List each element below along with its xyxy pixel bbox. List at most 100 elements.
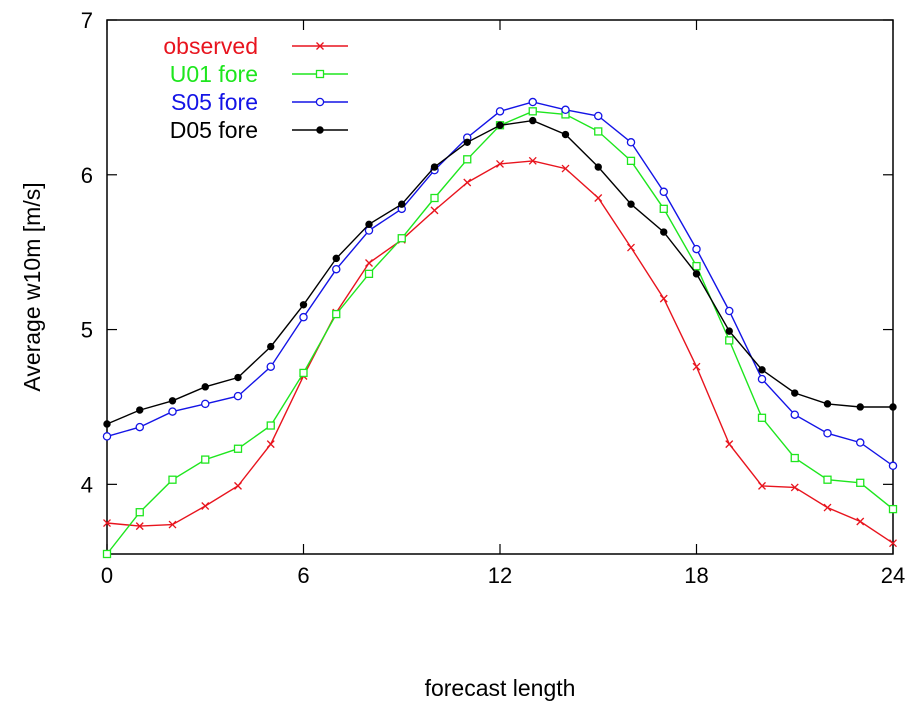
data-point xyxy=(102,432,112,441)
data-point xyxy=(233,391,243,401)
x-axis-label: forecast length xyxy=(425,675,576,701)
legend-item: S05 fore xyxy=(171,89,348,115)
x-tick-label: 0 xyxy=(101,563,113,588)
y-tick-label: 4 xyxy=(81,472,93,497)
data-point xyxy=(365,220,373,229)
data-point xyxy=(299,301,308,309)
legend-label: observed xyxy=(163,33,258,59)
data-point xyxy=(233,444,243,453)
data-point xyxy=(594,111,603,121)
data-point xyxy=(266,421,275,430)
data-point xyxy=(627,243,635,252)
data-point xyxy=(790,483,799,492)
data-point xyxy=(266,440,275,449)
legend-marker xyxy=(316,126,324,134)
data-point xyxy=(757,374,767,384)
data-point xyxy=(201,383,209,391)
data-point xyxy=(136,406,144,414)
data-point xyxy=(889,403,897,411)
legend-label: D05 fore xyxy=(170,117,258,143)
data-point xyxy=(266,362,275,371)
data-point xyxy=(823,429,832,438)
data-point xyxy=(660,228,668,236)
data-point xyxy=(790,410,800,419)
data-point xyxy=(627,200,635,208)
x-tick-label: 6 xyxy=(297,563,309,588)
data-point xyxy=(430,193,439,203)
data-point xyxy=(168,475,177,484)
data-point xyxy=(889,539,897,548)
data-point xyxy=(528,156,537,165)
data-point xyxy=(430,163,439,171)
data-point xyxy=(758,366,766,374)
data-point xyxy=(135,422,144,432)
data-point xyxy=(332,309,341,319)
data-point xyxy=(234,373,242,382)
x-tick-label: 18 xyxy=(684,563,708,588)
y-tick-label: 5 xyxy=(81,318,93,343)
data-point xyxy=(398,200,406,208)
data-point xyxy=(495,107,505,116)
data-point xyxy=(594,163,602,171)
legend-label: U01 fore xyxy=(170,61,258,87)
data-point xyxy=(856,517,865,526)
data-point xyxy=(659,187,669,197)
data-point xyxy=(529,116,537,125)
data-point xyxy=(496,121,504,129)
data-point xyxy=(168,397,177,405)
y-tick-label: 6 xyxy=(81,163,93,188)
data-point xyxy=(725,306,734,316)
series-s05-fore xyxy=(102,97,898,471)
data-point xyxy=(528,107,537,116)
data-point xyxy=(757,413,767,422)
data-point xyxy=(856,403,864,411)
data-point xyxy=(201,455,210,464)
series-d05-fore xyxy=(103,116,897,428)
data-point xyxy=(659,294,668,303)
legend-item: U01 fore xyxy=(170,61,348,87)
data-point xyxy=(103,519,111,528)
data-point xyxy=(397,234,406,243)
data-point xyxy=(102,549,112,559)
data-point xyxy=(463,138,471,146)
data-point xyxy=(725,327,733,335)
data-point xyxy=(200,399,210,409)
data-point xyxy=(168,407,177,416)
series-layer xyxy=(102,97,898,559)
series-observed xyxy=(103,156,897,548)
data-point xyxy=(135,522,144,531)
data-point xyxy=(823,503,832,512)
y-axis-label: Average w10m [m/s] xyxy=(19,182,45,391)
data-point xyxy=(430,206,439,215)
data-point xyxy=(856,438,865,447)
legend-marker xyxy=(315,97,325,107)
data-point xyxy=(823,475,832,484)
data-point xyxy=(725,440,734,449)
x-tick-label: 24 xyxy=(881,563,905,588)
data-point xyxy=(626,156,636,166)
data-point xyxy=(692,362,701,371)
data-point xyxy=(659,204,668,213)
data-point xyxy=(856,478,865,487)
data-point xyxy=(168,520,177,529)
legend-label: S05 fore xyxy=(171,89,258,115)
x-tick-label: 12 xyxy=(488,563,512,588)
data-point xyxy=(463,155,472,164)
data-point xyxy=(332,254,340,263)
legend-item: observed xyxy=(163,33,348,59)
data-point xyxy=(626,138,636,147)
data-point xyxy=(201,502,210,510)
data-point xyxy=(561,105,570,115)
data-point xyxy=(364,269,374,278)
data-point xyxy=(561,164,570,173)
data-point xyxy=(267,342,275,351)
data-point xyxy=(331,264,341,274)
data-point xyxy=(888,504,898,514)
data-point xyxy=(888,461,898,471)
data-point xyxy=(791,389,799,397)
data-point xyxy=(234,481,242,490)
axis-ticks: 0 6 12 18 24 4 5 6 7 xyxy=(81,8,905,588)
y-tick-label: 7 xyxy=(81,8,93,33)
